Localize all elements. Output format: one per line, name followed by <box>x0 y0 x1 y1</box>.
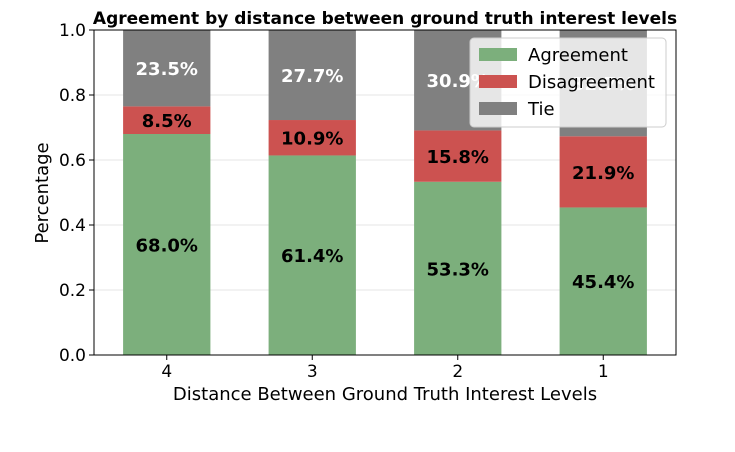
bar-tie-3 <box>268 30 356 121</box>
bar-value-label: 45.4% <box>572 272 634 293</box>
x-axis-label: Distance Between Ground Truth Interest L… <box>173 384 597 405</box>
legend-swatch-tie <box>479 102 517 115</box>
bar-disagreement-4 <box>123 106 211 134</box>
bar-value-label: 21.9% <box>572 163 634 184</box>
x-tick-label: 3 <box>307 362 318 382</box>
y-axis-label: Percentage <box>32 142 53 243</box>
bar-agreement-2 <box>414 181 502 355</box>
y-axis-ticks: 0.0 0.2 0.4 0.6 0.8 1.0 <box>59 21 94 366</box>
bar-value-label: 23.5% <box>136 59 198 80</box>
x-tick-label: 2 <box>452 362 463 382</box>
bar-value-label: 61.4% <box>281 246 343 267</box>
bar-disagreement-1 <box>559 136 647 208</box>
bar-agreement-3 <box>268 155 356 355</box>
chart-title: Agreement by distance between ground tru… <box>93 9 677 29</box>
bar-value-label: 68.0% <box>136 236 198 257</box>
bar-value-label: 8.5% <box>142 111 192 132</box>
legend: Agreement Disagreement Tie <box>469 37 667 128</box>
legend-swatch-disagreement <box>479 75 517 88</box>
y-tick-label: 0.0 <box>59 346 86 366</box>
y-tick-label: 1.0 <box>59 21 86 41</box>
x-tick-label: 1 <box>598 362 609 382</box>
x-tick-label: 4 <box>161 362 172 382</box>
bar-disagreement-2 <box>414 130 502 182</box>
plot-frame <box>93 29 677 356</box>
legend-label-disagreement: Disagreement <box>528 72 655 93</box>
bar-value-label: 10.9% <box>281 129 343 150</box>
bar-value-label: 27.7% <box>281 66 343 87</box>
bar-disagreement-3 <box>268 120 356 156</box>
y-tick-label: 0.2 <box>59 281 86 301</box>
legend-label-tie: Tie <box>527 99 555 120</box>
bar-value-label: 15.8% <box>427 147 489 168</box>
bar-agreement-4 <box>123 134 211 355</box>
legend-box <box>469 37 667 128</box>
x-axis-ticks: 4 3 2 1 <box>161 355 609 382</box>
y-tick-label: 0.6 <box>59 151 86 171</box>
bar-tie-4 <box>123 30 211 107</box>
y-tick-label: 0.8 <box>59 86 86 106</box>
legend-swatch-agreement <box>479 48 517 61</box>
bar-agreement-1 <box>559 207 647 355</box>
bar-value-label: 53.3% <box>427 259 489 280</box>
legend-label-agreement: Agreement <box>528 45 628 66</box>
y-tick-label: 0.4 <box>59 216 86 236</box>
